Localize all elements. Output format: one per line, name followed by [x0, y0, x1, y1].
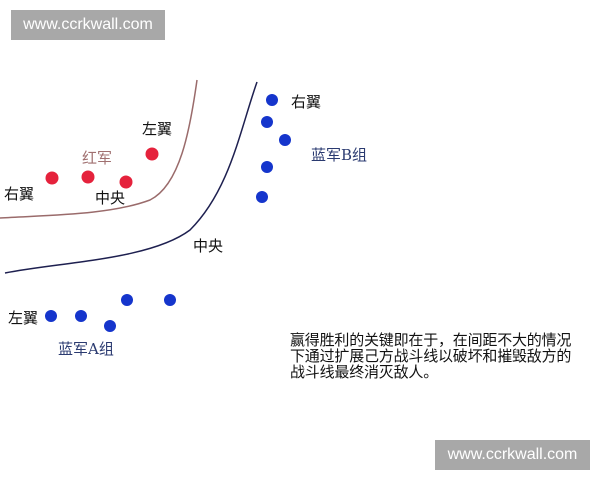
blue-unit-dot [261, 161, 273, 173]
label-red-left-wing: 左翼 [142, 120, 172, 138]
watermark-top: www.ccrkwall.com [11, 10, 165, 40]
blue-unit-dot [75, 310, 87, 322]
blue-unit-dot [45, 310, 57, 322]
caption-line: 下通过扩展己方战斗线以破坏和摧毁敌方的 [290, 347, 572, 365]
red-unit-dot [145, 147, 159, 161]
caption-text: 赢得胜利的关键即在于，在间距不大的情况 下通过扩展己方战斗线以破坏和摧毁敌方的 … [290, 332, 600, 380]
red-unit-dot [119, 175, 133, 189]
label-blue-a: 蓝军A组 [58, 340, 114, 358]
blue-front-line [4, 81, 258, 274]
watermark-bottom: www.ccrkwall.com [435, 440, 590, 470]
blue-unit-dot [104, 320, 116, 332]
red-unit-dot [45, 171, 59, 185]
blue-unit-dot [266, 94, 278, 106]
label-red-center: 中央 [95, 189, 125, 207]
label-blue-center: 中央 [193, 237, 223, 255]
label-blue-b-right-wing: 右翼 [291, 93, 321, 111]
caption-line: 战斗线最终消灭敌人。 [290, 363, 439, 381]
label-red-right-wing: 右翼 [4, 185, 34, 203]
blue-unit-dot [261, 116, 273, 128]
label-red-army: 红军 [82, 149, 112, 167]
blue-unit-dot [121, 294, 133, 306]
label-blue-b: 蓝军B组 [311, 146, 367, 164]
red-unit-dot [81, 170, 95, 184]
caption-line: 赢得胜利的关键即在于，在间距不大的情况 [290, 331, 572, 349]
blue-unit-dot [256, 191, 268, 203]
red-front-line [0, 79, 198, 219]
label-blue-a-left-wing: 左翼 [8, 309, 38, 327]
blue-unit-dot [164, 294, 176, 306]
blue-unit-dot [279, 134, 291, 146]
